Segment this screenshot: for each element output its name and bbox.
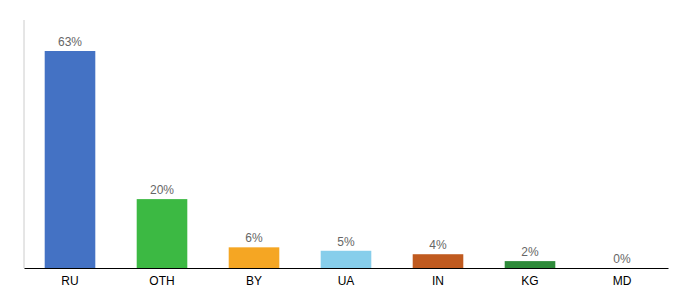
data-label: 4%	[429, 238, 447, 252]
data-label: 20%	[150, 183, 174, 197]
x-tick: KG	[521, 274, 538, 288]
bars	[45, 51, 556, 268]
bar	[321, 251, 372, 268]
x-tick-label: OTH	[149, 274, 174, 288]
data-label: 63%	[58, 35, 82, 49]
x-tick-label: KG	[521, 274, 538, 288]
bar	[413, 254, 464, 268]
data-label: 5%	[337, 235, 355, 249]
data-label: 6%	[245, 231, 263, 245]
x-tick: BY	[246, 274, 262, 288]
bar	[45, 51, 96, 268]
bar	[137, 199, 188, 268]
x-axis: RU OTH BY UA IN KG MD	[25, 269, 669, 288]
x-tick: MD	[613, 274, 632, 288]
data-label: 0%	[613, 252, 631, 266]
x-tick: OTH	[149, 274, 174, 288]
x-tick: RU	[61, 274, 78, 288]
x-tick: IN	[432, 274, 444, 288]
x-tick-label: BY	[246, 274, 262, 288]
x-tick-label: UA	[338, 274, 355, 288]
x-axis-line	[25, 268, 669, 269]
x-tick-label: IN	[432, 274, 444, 288]
y-axis-line	[24, 20, 25, 268]
plot-area: RU OTH BY UA IN KG MD 63% 20% 6% 5% 4% 2% 0%	[24, 20, 669, 288]
bar	[597, 268, 648, 269]
data-labels: 63% 20% 6% 5% 4% 2% 0%	[58, 35, 631, 266]
data-label: 2%	[521, 245, 539, 259]
x-tick-label: RU	[61, 274, 78, 288]
x-tick-label: MD	[613, 274, 632, 288]
bar	[229, 247, 280, 268]
chart: RU OTH BY UA IN KG MD 63% 20% 6% 5% 4% 2% 0%	[0, 0, 680, 300]
bar	[505, 261, 556, 268]
x-tick: UA	[338, 274, 355, 288]
